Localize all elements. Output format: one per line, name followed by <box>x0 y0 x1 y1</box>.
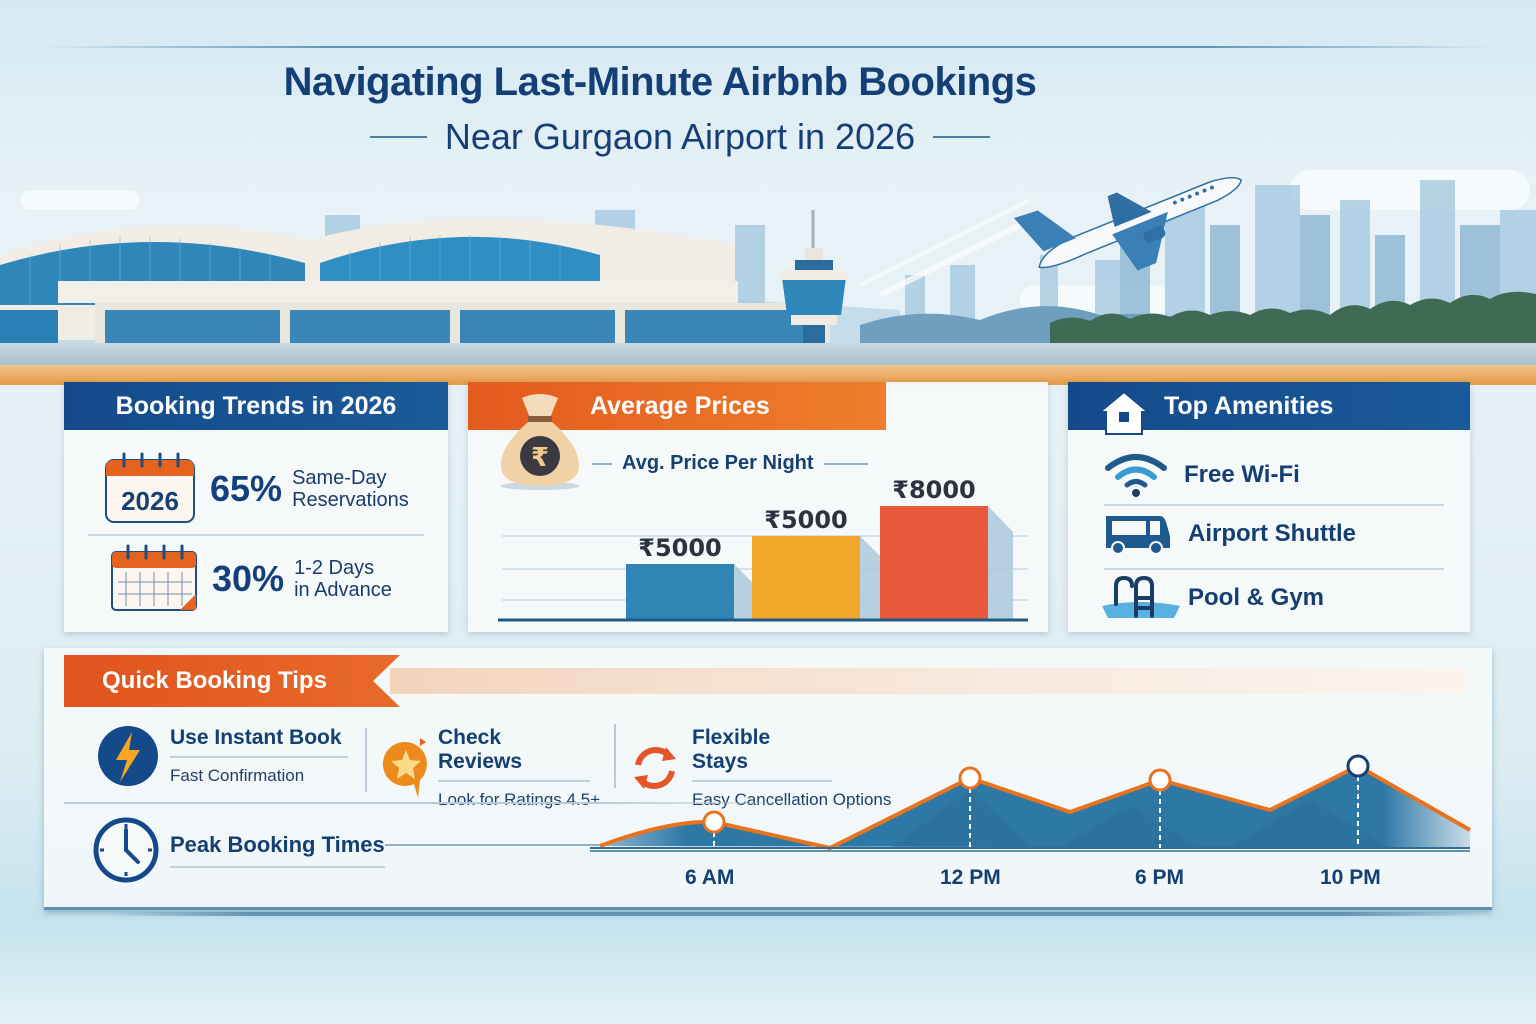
trend-item-same-day: 2026 65% Same-Day Reservations <box>104 452 409 526</box>
tip-check-reviews-title: Check Reviews <box>438 726 590 782</box>
bar-2 <box>752 536 860 620</box>
booking-trends-card: Booking Trends in 2026 2026 65% Same-Day… <box>64 382 448 632</box>
bottom-shadow-rule <box>110 912 1480 916</box>
subtitle-row: Near Gurgaon Airport in 2026 <box>370 115 991 159</box>
booking-trends-title: Booking Trends in 2026 <box>115 391 397 420</box>
advance-percent: 30% <box>212 558 285 599</box>
bar-3 <box>880 506 988 620</box>
amenity-divider <box>1104 504 1444 506</box>
amenity-shuttle-label: Airport Shuttle <box>1188 520 1356 547</box>
amenities-title: Top Amenities <box>1164 391 1334 420</box>
average-prices-title: Average Prices <box>590 391 770 420</box>
subtitle-rule-left <box>370 136 427 138</box>
runway-strip <box>0 343 1536 365</box>
tip-instant-book-subtitle: Fast Confirmation <box>170 766 305 785</box>
shuttle-van-icon <box>1106 516 1170 555</box>
top-divider <box>40 46 1496 48</box>
tip-separator <box>614 724 616 788</box>
svg-text:₹: ₹ <box>531 443 549 473</box>
marker-10pm <box>1346 754 1370 778</box>
tips-ribbon-trail <box>390 668 1466 694</box>
tip-instant-book: Use Instant Book Fast Confirmation <box>96 724 348 788</box>
tip-check-reviews: Check Reviews Look for Ratings 4.5+ <box>380 726 600 810</box>
peak-times-title: Peak Booking Times <box>170 832 385 868</box>
orange-divider-band <box>0 365 1536 385</box>
peak-axis <box>590 850 1470 852</box>
time-label-6pm: 6 PM <box>1135 866 1185 889</box>
lightning-icon <box>98 726 158 786</box>
marker-6am <box>702 810 726 834</box>
hills-and-trees <box>860 291 1536 345</box>
peak-title-rule <box>385 844 600 846</box>
tip-flexible-stays-subtitle: Easy Cancellation Options <box>692 790 892 809</box>
svg-text:₹8000: ₹8000 <box>892 476 976 504</box>
time-label-6am: 6 AM <box>685 866 735 889</box>
svg-text:₹5000: ₹5000 <box>764 506 848 534</box>
airport-scene-illustration <box>0 170 1536 385</box>
marker-12pm <box>958 766 982 790</box>
marker-6pm <box>1148 768 1172 792</box>
star-review-icon <box>382 738 427 798</box>
avg-price-subtitle: Avg. Price Per Night <box>622 452 814 474</box>
svg-text:2026: 2026 <box>121 486 179 516</box>
airport-terminal <box>0 218 830 345</box>
svg-text:₹5000: ₹5000 <box>638 534 722 562</box>
refresh-cycle-icon <box>634 747 676 789</box>
amenity-wifi-label: Free Wi-Fi <box>1184 461 1300 488</box>
bar-1 <box>626 564 734 620</box>
booking-trends-header: Booking Trends in 2026 <box>64 382 448 430</box>
same-day-percent: 65% <box>210 468 283 509</box>
airplane-icon <box>859 176 1243 298</box>
tip-instant-book-title: Use Instant Book <box>170 726 348 758</box>
tips-header-ribbon: Quick Booking Tips <box>64 655 400 707</box>
subtitle-rule-right <box>933 136 991 138</box>
wifi-icon <box>1105 454 1167 497</box>
price-bar-chart: ₹5000 ₹5000 ₹8000 <box>498 476 1028 622</box>
amenity-pool: Pool & Gym <box>1100 576 1324 620</box>
clock-icon <box>93 817 159 883</box>
amenity-pool-label: Pool & Gym <box>1188 584 1325 611</box>
calendar-icon: 2026 <box>105 452 195 523</box>
peak-times-area-chart <box>590 754 1471 851</box>
tip-flexible-stays: Flexible Stays Easy Cancellation Options <box>628 726 891 810</box>
cloud <box>20 190 140 210</box>
time-label-10pm: 10 PM <box>1320 866 1381 889</box>
amenity-shuttle: Airport Shuttle <box>1104 512 1356 556</box>
time-label-12pm: 12 PM <box>940 866 1001 889</box>
trend-divider <box>88 534 424 536</box>
tip-check-reviews-subtitle: Look for Ratings 4.5+ <box>438 790 601 809</box>
pool-ladder-icon <box>1102 576 1180 618</box>
tip-separator <box>365 728 367 792</box>
amenity-divider <box>1104 568 1444 570</box>
tips-title: Quick Booking Tips <box>102 667 327 694</box>
same-day-label: Same-Day Reservations <box>292 467 409 511</box>
amenity-wifi: Free Wi-Fi <box>1104 450 1300 500</box>
calendar-grid-icon <box>111 544 197 611</box>
house-icon <box>1097 390 1151 435</box>
advance-label: 1-2 Days in Advance <box>294 557 392 601</box>
tip-flexible-stays-title: Flexible Stays <box>692 726 832 782</box>
control-tower <box>781 210 847 345</box>
avg-price-subtitle-row: Avg. Price Per Night <box>592 452 868 475</box>
cloud <box>1290 170 1530 210</box>
peak-divider <box>64 802 824 804</box>
money-bag-rupee-icon: ₹ <box>500 394 580 490</box>
amenities-card: Top Amenities Free Wi-Fi Airport Shuttle <box>1068 382 1470 632</box>
page-subtitle: Near Gurgaon Airport in 2026 <box>444 116 916 157</box>
average-prices-card: Average Prices ₹ Avg. Price Per Night ₹5… <box>468 382 1048 632</box>
trend-item-advance: 30% 1-2 Days in Advance <box>110 544 392 614</box>
page-title: Navigating Last-Minute Airbnb Bookings <box>283 60 1037 104</box>
